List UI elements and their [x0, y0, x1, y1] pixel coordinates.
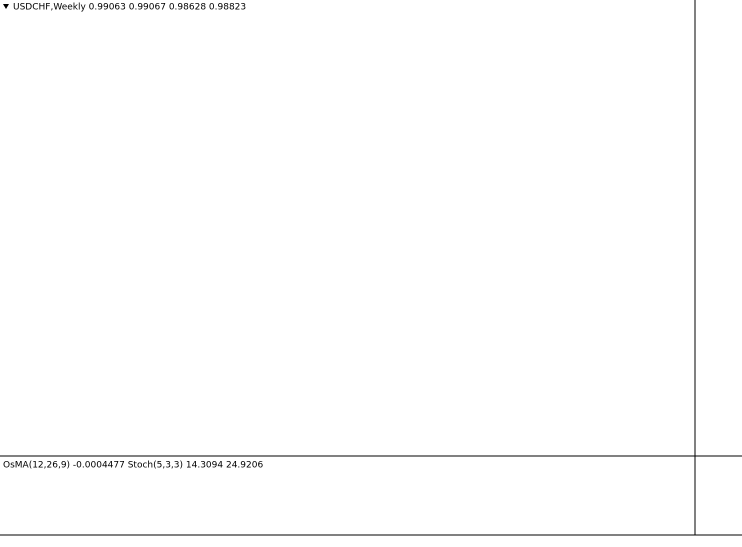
chart-title: USDCHF,Weekly 0.99063 0.99067 0.98628 0.…: [13, 3, 246, 13]
symbol-icon: [3, 4, 9, 9]
indicator-title: OsMA(12,26,9) -0.0004477 Stoch(5,3,3) 14…: [3, 461, 263, 471]
axes: USDCHF,Weekly 0.99063 0.99067 0.98628 0.…: [0, 0, 742, 536]
